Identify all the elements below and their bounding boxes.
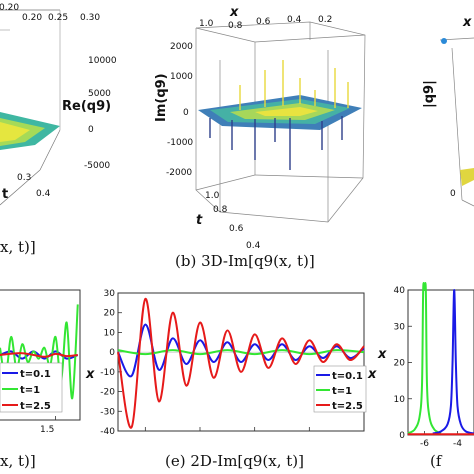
series-lines: [117, 297, 365, 429]
tick-label: 1.0: [199, 19, 214, 29]
y-tick-label: 10: [104, 328, 116, 338]
series-line: [117, 349, 365, 356]
tick-label: 1.5: [40, 425, 54, 435]
y-tick-label: 30: [394, 322, 406, 332]
box-edge: [461, 199, 474, 207]
y-tick-label: -20: [100, 388, 115, 398]
tick-label: 1.0: [205, 191, 220, 201]
x-tick-label: -4: [453, 439, 462, 449]
axis-label-t: t: [196, 213, 203, 228]
tick-label: 0.2: [318, 15, 332, 25]
tick-label: 10000: [88, 56, 117, 66]
box-edge: [0, 169, 41, 206]
plot-frame: [0, 289, 81, 421]
series-lines: [407, 282, 474, 436]
axis-label-x: x: [367, 367, 377, 382]
axis-label-x: x: [462, 15, 472, 30]
y-tick-label: 20: [394, 359, 406, 369]
tick-label: 0: [183, 108, 189, 118]
box-edge: [39, 129, 61, 171]
axis-label-z: Re(q9): [62, 99, 111, 114]
y-tick-label: 0: [109, 348, 115, 358]
tick-label: 0.8: [213, 205, 228, 215]
caption-f: (f: [430, 452, 442, 470]
y-tick-label: 40: [394, 286, 406, 296]
plot-frame: [407, 289, 474, 436]
y-tick-label: -10: [100, 368, 115, 378]
y-tick-label: 30: [104, 289, 116, 299]
tick-label: -2000: [166, 168, 192, 178]
tick-label: 0.3: [17, 173, 31, 183]
tick-label: 0.6: [256, 17, 271, 27]
axis-label-t: t: [2, 187, 8, 202]
legend-label: t=1: [332, 386, 352, 397]
surface-peak: [441, 38, 447, 44]
tick-label: 0: [450, 189, 456, 199]
surface-band: [255, 107, 318, 116]
tick-label: 0.8: [228, 21, 243, 31]
legend-label: t=0.1: [332, 371, 363, 382]
axis-label-x: x: [229, 5, 239, 20]
surface-troughs: [209, 116, 343, 170]
caption-d: x, t)]: [0, 452, 36, 470]
axis-label-z: |q9|: [422, 80, 437, 108]
y-tick-label: -30: [100, 407, 115, 417]
tick-label: 1000: [170, 72, 193, 82]
series-line: [117, 297, 365, 429]
legend-label: t=2.5: [332, 401, 363, 412]
series-lines: [0, 304, 79, 420]
tick-label: 0.30: [80, 13, 100, 23]
surface-spikes: [239, 60, 349, 110]
tick-label: 0.6: [229, 224, 244, 234]
series-line: [117, 323, 365, 378]
legend-box: [0, 362, 63, 413]
series-line: [0, 350, 79, 360]
tick-label: -5000: [84, 161, 110, 171]
tick-label: -1000: [167, 138, 193, 148]
y-tick-label: -40: [100, 427, 115, 437]
surface: [460, 168, 474, 186]
tick-label: 0: [88, 125, 94, 135]
y-ticks: 40 30 20 10 0: [394, 286, 412, 441]
legend-label: t=1: [20, 385, 40, 396]
tick-label: 0.4: [246, 241, 261, 251]
tick-label: 0.4: [287, 15, 302, 25]
caption-e: (e) 2D-Im[q9(x, t)]: [165, 452, 304, 470]
caption-a: x, t)]: [0, 238, 36, 256]
tick-label: 0.20: [22, 13, 42, 23]
y-tick-label: 20: [104, 309, 116, 319]
tick-label: 2000: [170, 42, 193, 52]
legend: t=0.1 t=1 t=2.5: [313, 365, 367, 413]
axis-label-x: x: [85, 367, 95, 382]
surface-highlight: [0, 122, 30, 142]
plot-frame: [117, 292, 365, 432]
bounding-box: [195, 21, 366, 223]
series-line: [407, 282, 442, 435]
tick-label: 5000: [88, 89, 111, 99]
tick-label: 0.4: [36, 189, 51, 199]
legend-label: t=2.5: [20, 401, 51, 412]
series-line: [0, 352, 78, 358]
tick-label: 0.20: [0, 3, 19, 13]
series-line: [432, 288, 474, 435]
legend-label: t=0.1: [20, 369, 51, 380]
axis-label-z: Im(q9): [154, 73, 169, 122]
caption-b: (b) 3D-Im[q9(x, t)]: [175, 252, 315, 270]
y-tick-label: 0: [399, 431, 405, 441]
x-tick-label: -6: [420, 439, 429, 449]
tick-label: 0.25: [48, 13, 68, 23]
axis-label-x: x: [377, 347, 387, 362]
legend: t=0.1 t=1 t=2.5: [0, 362, 63, 413]
box-edge: [451, 47, 463, 201]
y-tick-label: 10: [394, 395, 406, 405]
